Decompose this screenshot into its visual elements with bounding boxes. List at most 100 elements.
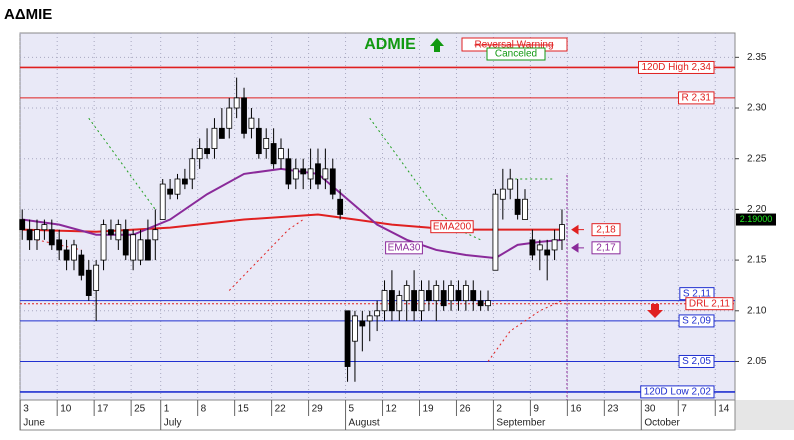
candle-body	[56, 239, 63, 251]
candle-body	[418, 290, 425, 312]
ema-end-label: 2,18	[596, 224, 616, 235]
level-box	[685, 297, 734, 311]
candle-body	[292, 168, 299, 180]
y-tick-label: 2.10	[747, 305, 767, 316]
level-box	[640, 385, 715, 399]
candle-body	[381, 290, 388, 312]
level-box	[678, 354, 715, 368]
page-title: ΑΔΜΙΕ	[4, 6, 53, 23]
month-label: October	[644, 418, 680, 429]
x-tick-label: 16	[570, 404, 582, 415]
candle-body	[137, 239, 144, 261]
x-tick-label: 29	[312, 404, 324, 415]
candle-body	[130, 234, 137, 261]
level-label: DRL 2,11	[689, 298, 731, 309]
candle-body	[248, 117, 255, 129]
x-tick-label: 9	[533, 404, 539, 415]
x-tick-label: 26	[459, 404, 471, 415]
x-tick-label: 12	[386, 404, 398, 415]
ema-name: EMA30	[388, 242, 421, 253]
x-tick-label: 30	[644, 404, 656, 415]
candle-body	[329, 168, 336, 195]
candle-body	[462, 285, 469, 302]
candle-body	[167, 188, 173, 195]
ema-end-label: 2,17	[596, 242, 616, 253]
level-box	[678, 91, 715, 105]
candle-body	[226, 107, 233, 129]
candle-body	[300, 168, 307, 175]
month-label: June	[23, 418, 45, 429]
stop-line	[88, 117, 555, 241]
x-tick-label: 22	[275, 404, 287, 415]
candle-body	[78, 254, 85, 276]
ema-end-box	[591, 223, 621, 237]
candle-body	[115, 224, 122, 241]
level-box	[678, 314, 715, 328]
y-tick-label: 2.20	[747, 204, 767, 215]
candle-body	[159, 183, 166, 220]
ema-name-box	[430, 220, 474, 234]
ema-name-box	[385, 241, 423, 255]
candle-body	[559, 224, 565, 241]
candle-body	[440, 290, 447, 307]
candle-body	[396, 295, 403, 312]
candle-body	[322, 168, 329, 180]
candle-body	[100, 224, 107, 261]
candle-body	[529, 239, 536, 256]
ema-arrow	[571, 242, 584, 253]
month-label: September	[496, 418, 546, 429]
candle-body	[344, 310, 351, 367]
candle-body	[270, 143, 277, 165]
candle-body	[152, 229, 159, 241]
candle-body	[204, 148, 210, 155]
x-tick-label: 10	[60, 404, 72, 415]
candle-body	[470, 290, 477, 302]
candle-body	[145, 239, 151, 261]
candle-body	[48, 229, 55, 246]
candle-body	[263, 138, 270, 149]
ema-name: EMA200	[433, 221, 472, 232]
x-tick-label: 2	[496, 404, 502, 415]
candle-body	[181, 178, 188, 185]
candle-body	[448, 285, 454, 302]
candle-body	[551, 239, 558, 251]
candle-body	[211, 127, 218, 149]
candle-body	[218, 127, 225, 139]
candle-body	[536, 244, 543, 251]
x-tick-label: 25	[134, 404, 146, 415]
candle-body	[71, 244, 77, 261]
level-label: S 2,09	[682, 316, 711, 327]
candle-body	[315, 163, 321, 185]
candle-body	[278, 148, 284, 160]
candle-body	[233, 97, 240, 109]
x-tick-label: 8	[201, 404, 207, 415]
candle-body	[307, 168, 314, 180]
y-tick-label: 2.30	[747, 103, 767, 114]
canceled-box	[486, 47, 546, 61]
candle-body	[499, 188, 506, 200]
x-tick-label: 23	[607, 404, 619, 415]
candle-body	[41, 224, 48, 231]
candle-body	[352, 315, 358, 342]
month-label: August	[349, 418, 380, 429]
x-tick-label: 5	[349, 404, 355, 415]
candle-body	[108, 229, 114, 236]
x-axis-strip	[19, 399, 736, 431]
candle-body	[337, 198, 344, 215]
x-tick-label: 17	[97, 404, 109, 415]
symbol: ADMIE	[364, 36, 416, 53]
candle-body	[26, 229, 33, 241]
y-tick-label: 2.05	[747, 356, 767, 367]
candle-body	[255, 127, 262, 155]
ema-end-box	[591, 241, 621, 255]
candle-body	[374, 310, 381, 317]
candle-body	[507, 178, 514, 190]
x-tick-label: 14	[718, 404, 730, 415]
up-arrow	[430, 38, 444, 52]
candle-body	[174, 178, 181, 195]
down-arrow	[647, 304, 663, 318]
candle-body	[63, 249, 70, 261]
x-tick-label: 7	[681, 404, 687, 415]
candle-body	[455, 290, 462, 302]
